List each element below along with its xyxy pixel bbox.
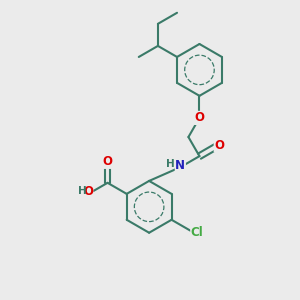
Text: O: O bbox=[194, 111, 205, 124]
Text: H: H bbox=[78, 185, 86, 196]
Text: H: H bbox=[166, 159, 175, 169]
Text: O: O bbox=[214, 139, 224, 152]
Text: N: N bbox=[175, 159, 185, 172]
Text: O: O bbox=[83, 184, 93, 198]
Text: Cl: Cl bbox=[191, 226, 203, 239]
Text: O: O bbox=[103, 155, 112, 168]
